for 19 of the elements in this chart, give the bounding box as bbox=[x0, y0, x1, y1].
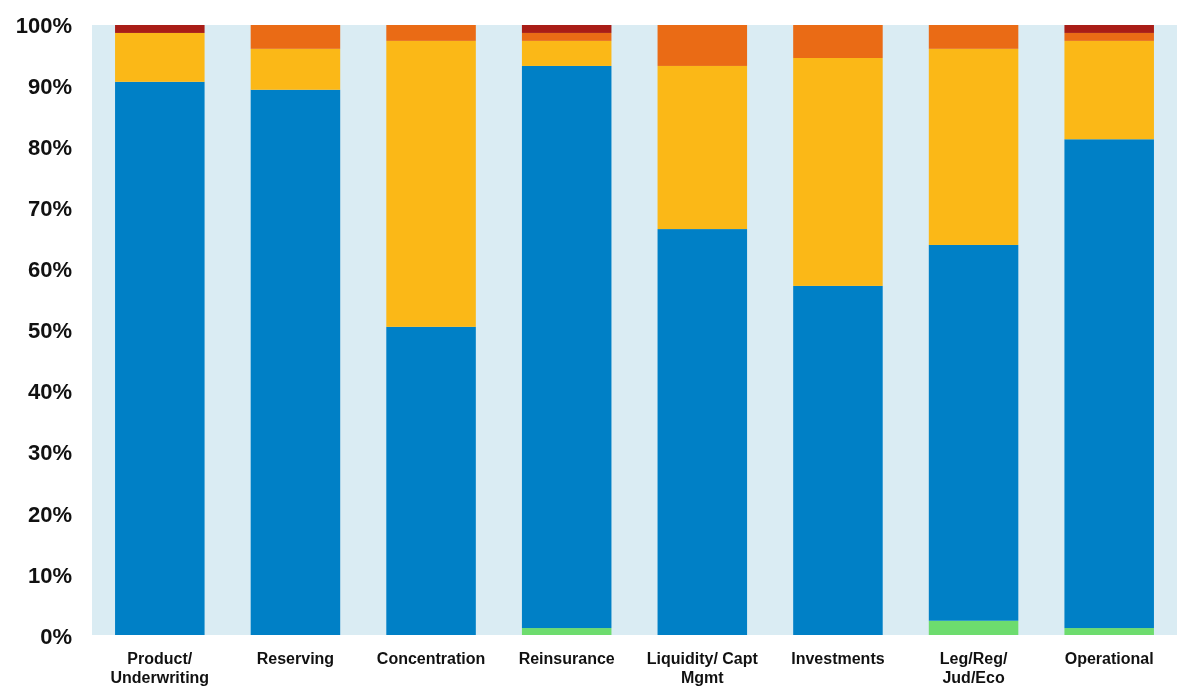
x-tick-label: Product/ Underwriting bbox=[110, 650, 210, 686]
y-tick-label: 80% bbox=[27, 134, 72, 160]
x-tick-label: Concentration bbox=[376, 650, 486, 667]
y-tick-label: 50% bbox=[27, 318, 72, 344]
y-tick-label: 30% bbox=[27, 440, 72, 466]
y-tick-label: 60% bbox=[27, 257, 72, 283]
x-tick-label: Reinsurance bbox=[518, 650, 615, 667]
y-tick-label: 70% bbox=[27, 196, 72, 221]
x-tick-label: Operational bbox=[1064, 650, 1154, 667]
y-tick-label: 90% bbox=[27, 73, 72, 99]
y-tick-label: 40% bbox=[27, 379, 72, 405]
x-tick-label: Reserving bbox=[256, 650, 335, 667]
y-tick-label: 0% bbox=[40, 623, 72, 649]
y-tick-label: 20% bbox=[27, 501, 72, 527]
y-tick-label: 10% bbox=[27, 562, 72, 588]
x-tick-label: Liquidity/ Capt Mgmt bbox=[646, 650, 759, 686]
y-tick-label: 100% bbox=[15, 12, 72, 38]
x-tick-label: Investments bbox=[791, 650, 885, 667]
x-tick-label: Leg/Reg/ Jud/Eco bbox=[939, 650, 1008, 686]
